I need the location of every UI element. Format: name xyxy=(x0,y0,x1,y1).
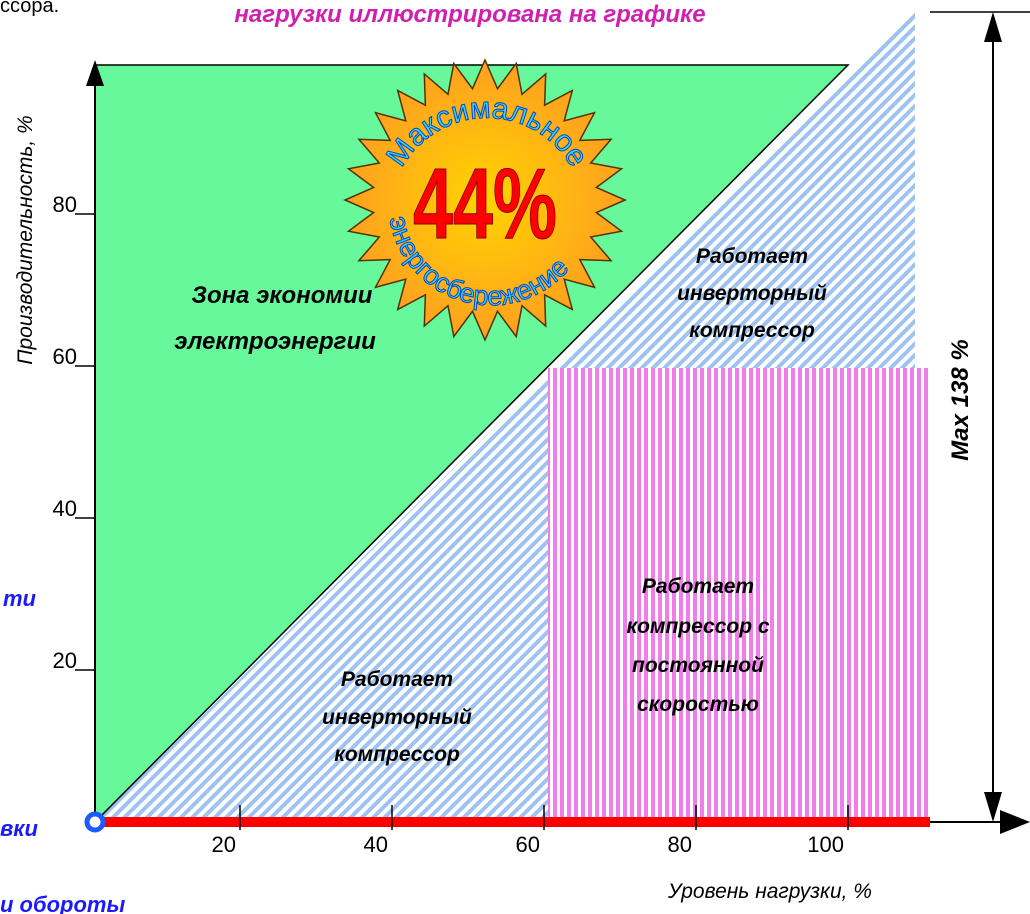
badge-value: 44% xyxy=(413,148,557,259)
y-tick-label: 80 xyxy=(53,192,77,217)
zone-label: Зона экономии xyxy=(192,282,373,309)
y-tick-label: 20 xyxy=(53,648,77,673)
y-arrow xyxy=(86,60,104,86)
cut-text: ти xyxy=(3,586,37,611)
zone-label: инверторный xyxy=(677,282,827,305)
cut-text: и обороты xyxy=(0,892,125,914)
y-axis-label: Производительность, % xyxy=(14,115,37,364)
x-tick-label: 40 xyxy=(364,832,388,857)
x-tick-label: 100 xyxy=(807,832,844,857)
zone-label: компрессор xyxy=(334,743,460,766)
zone-label: Работает xyxy=(642,575,754,598)
max-label: Max 138 % xyxy=(947,339,974,460)
x-tick-label: 60 xyxy=(516,832,540,857)
cut-text: ссора. xyxy=(0,0,59,17)
x-axis-label: Уровень нагрузки, % xyxy=(667,880,872,903)
title: нагрузки иллюстрирована на графике xyxy=(234,1,705,28)
x-tick-label: 80 xyxy=(668,832,692,857)
zone-label: компрессор xyxy=(689,319,815,342)
x-arrow xyxy=(1000,810,1030,834)
arrow-down xyxy=(984,792,1002,822)
y-tick-label: 40 xyxy=(53,496,77,521)
origin xyxy=(84,811,106,833)
y-tick-label: 60 xyxy=(53,344,77,369)
zone-label: постоянной xyxy=(632,654,764,677)
fixed-speed-zone xyxy=(548,368,928,822)
zone-label: электроэнергии xyxy=(174,328,376,355)
zone-label: инверторный xyxy=(322,706,472,729)
badge-star xyxy=(343,58,627,342)
x-tick-label: 20 xyxy=(212,832,236,857)
zone-label: компрессор с xyxy=(626,615,769,638)
zone-label: скоростью xyxy=(637,693,759,716)
zone-label: Работает xyxy=(341,668,453,691)
arrow-up xyxy=(984,12,1002,42)
zone-label: Работает xyxy=(696,245,808,268)
cut-text: вки xyxy=(0,816,38,841)
